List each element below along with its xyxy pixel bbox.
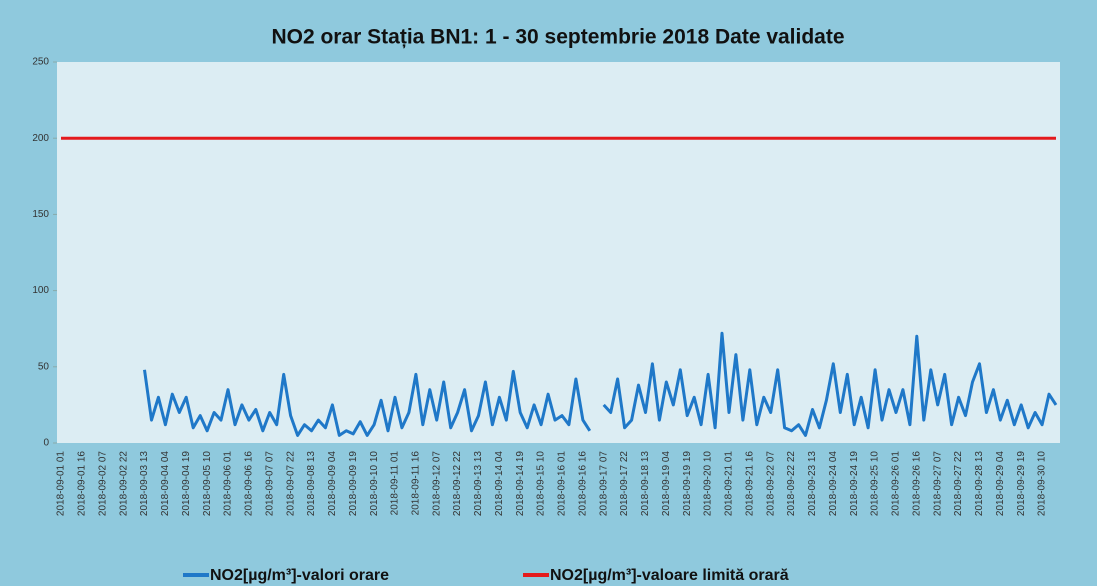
x-tick-label: 2018-09-01 16 <box>77 451 88 516</box>
x-tick-label: 2018-09-27 22 <box>953 451 964 516</box>
x-tick-label: 2018-09-24 04 <box>828 451 839 516</box>
chart-title: NO2 orar Stația BN1: 1 - 30 septembrie 2… <box>271 26 844 49</box>
x-tick-label: 2018-09-26 16 <box>911 451 922 516</box>
x-tick-label: 2018-09-16 16 <box>577 451 588 516</box>
x-tick-label: 2018-09-30 10 <box>1037 451 1048 516</box>
x-tick-label: 2018-09-06 16 <box>244 451 255 516</box>
x-tick-label: 2018-09-22 07 <box>765 451 776 516</box>
plot-area <box>57 62 1060 443</box>
x-tick-label: 2018-09-07 22 <box>285 451 296 516</box>
x-tick-label: 2018-09-14 04 <box>494 451 505 516</box>
x-tick-label: 2018-09-19 04 <box>661 451 672 516</box>
x-tick-label: 2018-09-02 07 <box>97 451 108 516</box>
series-line <box>143 331 1058 437</box>
x-tick-label: 2018-09-07 07 <box>264 451 275 516</box>
x-tick-label: 2018-09-12 07 <box>431 451 442 516</box>
x-tick-label: 2018-09-21 01 <box>724 451 735 516</box>
x-tick-label: 2018-09-23 13 <box>807 451 818 516</box>
y-tick-label: 0 <box>43 438 49 449</box>
x-tick-label: 2018-09-28 13 <box>974 451 985 516</box>
x-tick-label: 2018-09-29 04 <box>995 451 1006 516</box>
x-tick-label: 2018-09-12 22 <box>452 451 463 516</box>
x-tick-label: 2018-09-02 22 <box>118 451 129 516</box>
x-tick-label: 2018-09-08 13 <box>306 451 317 516</box>
x-tick-label: 2018-09-29 19 <box>1016 451 1027 516</box>
x-tick-label: 2018-09-21 16 <box>744 451 755 516</box>
x-tick-label: 2018-09-09 19 <box>348 451 359 516</box>
x-tick-label: 2018-09-26 01 <box>891 451 902 516</box>
y-tick-label: 100 <box>32 285 49 296</box>
legend-label: NO2[µg/m³]-valoare limită orară <box>550 567 789 584</box>
y-tick-label: 200 <box>32 133 49 144</box>
x-tick-label: 2018-09-19 19 <box>682 451 693 516</box>
x-tick-label: 2018-09-18 13 <box>640 451 651 516</box>
x-tick-label: 2018-09-17 22 <box>619 451 630 516</box>
x-tick-label: 2018-09-15 10 <box>536 451 547 516</box>
x-tick-label: 2018-09-25 10 <box>870 451 881 516</box>
y-tick-label: 250 <box>32 57 49 68</box>
x-tick-label: 2018-09-17 07 <box>598 451 609 516</box>
x-tick-label: 2018-09-11 16 <box>411 451 422 516</box>
x-tick-label: 2018-09-16 01 <box>557 451 568 516</box>
x-tick-label: 2018-09-27 07 <box>932 451 943 516</box>
x-tick-label: 2018-09-06 01 <box>223 451 234 516</box>
x-tick-label: 2018-09-20 10 <box>703 451 714 516</box>
x-tick-label: 2018-09-11 01 <box>390 451 401 516</box>
x-tick-label: 2018-09-10 10 <box>369 451 380 516</box>
x-tick-label: 2018-09-04 04 <box>160 451 171 516</box>
x-tick-label: 2018-09-09 04 <box>327 451 338 516</box>
y-tick-label: 50 <box>38 361 50 372</box>
x-tick-label: 2018-09-22 22 <box>786 451 797 516</box>
x-tick-label: 2018-09-14 19 <box>515 451 526 516</box>
x-tick-label: 2018-09-01 01 <box>56 451 67 516</box>
x-tick-label: 2018-09-03 13 <box>139 451 150 516</box>
y-tick-label: 150 <box>32 209 49 220</box>
legend-label: NO2[µg/m³]-valori orare <box>210 567 389 584</box>
x-tick-label: 2018-09-04 19 <box>181 451 192 516</box>
x-tick-label: 2018-09-24 19 <box>849 451 860 516</box>
x-tick-label: 2018-09-05 10 <box>202 451 213 516</box>
x-tick-label: 2018-09-13 13 <box>473 451 484 516</box>
